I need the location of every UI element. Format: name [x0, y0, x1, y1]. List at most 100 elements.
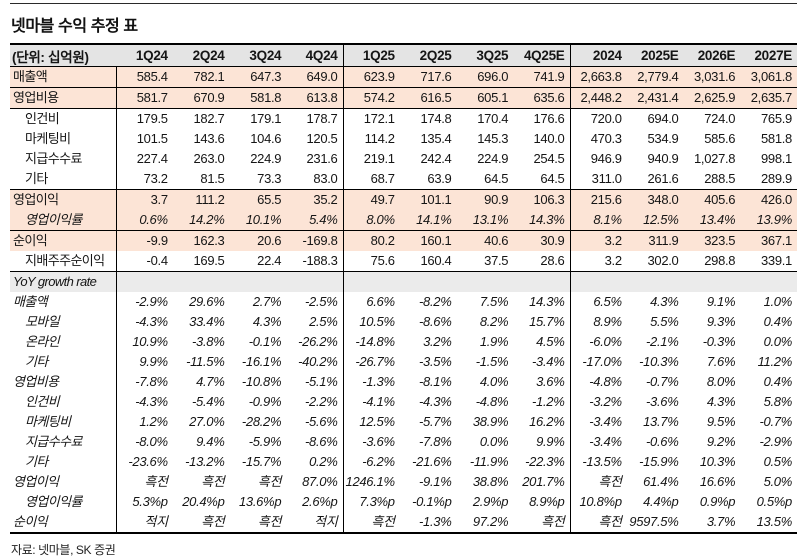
cell: 145.3 [477, 131, 509, 146]
cell: 흑전 [342, 512, 400, 533]
cell: 946.9 [569, 149, 627, 169]
row-label: 마케팅비 [25, 131, 71, 146]
cell [683, 271, 741, 292]
cell: -0.3% [702, 334, 736, 349]
cell: 0.2% [309, 454, 338, 469]
cell: -15.9% [639, 454, 679, 469]
cell: 81.5 [200, 171, 225, 186]
cell: 9.2% [706, 434, 736, 449]
cell: -7.8% [419, 434, 452, 449]
cell: 13.9% [740, 210, 797, 231]
cell: 49.7 [342, 189, 400, 210]
cell: 29.6% [189, 294, 225, 309]
cell: 2,663.8 [569, 66, 627, 88]
cell: 8.1% [569, 210, 627, 231]
cell: 224.9 [477, 151, 509, 166]
cell [115, 271, 173, 292]
cell: 흑전 [569, 512, 627, 533]
table-row: 영업이익 3.7 111.2 65.5 35.2 49.7 101.1 90.9 106.3 21… [10, 189, 797, 210]
cell: 170.4 [456, 108, 514, 129]
table-row: 지급수수료 -8.0% 9.4% -5.9% -8.6% -3.6% -7.8% 0.0% 9.… [10, 432, 797, 452]
cell: 741.9 [513, 66, 570, 88]
table-row: 모바일 -4.3% 33.4% 4.3% 2.5% 10.5% -8.6% 8.2% 15.7%… [10, 312, 797, 332]
cell: 10.1% [229, 210, 287, 231]
cell: 8.0% [342, 210, 400, 231]
cell: -11.5% [186, 354, 225, 369]
cell: 114.2 [342, 129, 400, 149]
cell: 흑전 [257, 514, 282, 529]
cell: -10.3% [639, 354, 679, 369]
cell: 174.8 [399, 108, 457, 129]
table-row: 기타 9.9% -11.5% -16.1% -40.2% -26.7% -3.5% -1.5%… [10, 352, 797, 372]
cell: 12.5% [342, 412, 400, 432]
cell: 111.2 [172, 189, 230, 210]
cell: -4.8% [475, 394, 509, 409]
cell: 8.0% [706, 374, 736, 389]
cell: 227.4 [115, 149, 173, 169]
cell: 13.5% [756, 514, 793, 529]
row-label: 영업이익 [10, 189, 116, 210]
column-header: 1Q24 [116, 44, 173, 67]
cell: 101.1 [399, 189, 457, 210]
cell: 흑전 [541, 514, 565, 529]
cell: 585.6 [704, 131, 736, 146]
cell: 2.7% [252, 294, 282, 309]
cell: -169.8 [286, 230, 343, 251]
cell: -9.9 [115, 230, 173, 251]
cell: 흑전 [569, 472, 627, 492]
cell: 4.3% [650, 294, 679, 309]
cell: 302.0 [647, 253, 679, 268]
cell: 13.6%p [238, 494, 282, 509]
cell: 37.5 [484, 253, 509, 268]
cell: 65.5 [229, 189, 287, 210]
cell: 6.5% [569, 292, 627, 312]
cell: -3.4% [569, 432, 627, 452]
table-row: YoY growth rate [10, 271, 797, 292]
cell: 613.8 [286, 87, 343, 109]
table-row: 영업비용 581.7 670.9 581.8 613.8 574.2 616.5 605.1 6… [10, 87, 797, 109]
column-header: 2025E [626, 44, 684, 67]
cell [513, 271, 570, 292]
cell: 0.6% [115, 210, 173, 231]
cell: -23.6% [115, 452, 173, 472]
cell: -14.8% [342, 332, 400, 352]
cell: 4.3% [706, 394, 736, 409]
cell: 581.8 [229, 87, 287, 109]
cell: -1.2% [532, 394, 565, 409]
cell: 106.3 [513, 189, 570, 210]
cell: -4.3% [115, 392, 173, 412]
row-label: 지급수수료 [25, 434, 82, 449]
cell: 670.9 [172, 87, 230, 109]
cell: 적지 [314, 514, 338, 529]
cell: 9.4% [196, 434, 225, 449]
cell: 5.8% [763, 394, 793, 409]
cell: 흑전 [115, 472, 173, 492]
cell: 61.4% [643, 474, 679, 489]
cell [740, 271, 797, 292]
cell: 1.0% [763, 294, 793, 309]
cell: 14.1% [399, 210, 457, 231]
cell: 724.0 [683, 108, 741, 129]
column-header: 3Q24 [229, 44, 287, 67]
cell: 242.4 [420, 151, 452, 166]
cell [399, 271, 457, 292]
cell [229, 271, 287, 292]
cell: 9.9% [536, 434, 565, 449]
cell: -1.3% [419, 514, 452, 529]
table-row: 영업이익 흑전 흑전 흑전 87.0% 1246.1% -9.1% 38.8% 201.7% 흑전… [10, 472, 797, 492]
cell: 470.3 [569, 129, 627, 149]
cell: 2,635.7 [740, 87, 797, 109]
cell: 38.8% [472, 474, 509, 489]
cell: 3.7% [706, 514, 736, 529]
cell: 4.3% [252, 314, 282, 329]
table-row: 매출액 -2.9% 29.6% 2.7% -2.5% 6.6% -8.2% 7.5% 14.3%… [10, 292, 797, 312]
cell: 162.3 [172, 230, 230, 251]
table-row: 지급수수료 227.4 263.0 224.9 231.6 219.1 242.4 224.9… [10, 149, 797, 169]
cell: 348.0 [626, 189, 684, 210]
cell: 5.0% [763, 474, 793, 489]
cell: 10.5% [342, 312, 400, 332]
cell: -26.7% [342, 352, 400, 372]
cell: -0.1% [248, 334, 282, 349]
cell: 224.9 [250, 151, 282, 166]
cell: 8.9%p [529, 494, 565, 509]
